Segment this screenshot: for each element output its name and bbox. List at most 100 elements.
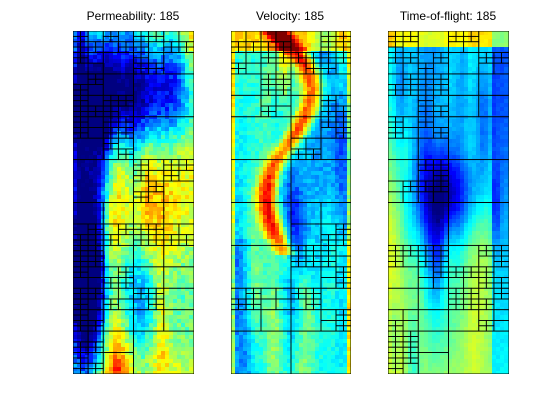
- heatmap-cell: [173, 51, 177, 55]
- heatmap-cell: [89, 219, 93, 223]
- heatmap-cell: [339, 75, 343, 79]
- heatmap-cell: [145, 367, 149, 371]
- heatmap-cell: [181, 355, 185, 359]
- heatmap-cell: [235, 147, 239, 151]
- heatmap-cell: [97, 299, 101, 303]
- heatmap-cell: [323, 63, 327, 67]
- heatmap-cell: [137, 315, 141, 319]
- heatmap-cell: [255, 239, 259, 243]
- heatmap-cell: [243, 51, 247, 55]
- heatmap-cell: [121, 47, 125, 51]
- heatmap-cell: [165, 35, 169, 39]
- heatmap-cell: [117, 191, 121, 195]
- heatmap-cell: [113, 319, 117, 323]
- heatmap-cell: [141, 215, 145, 219]
- heatmap-cell: [145, 211, 149, 215]
- heatmap-cell: [303, 275, 307, 279]
- heatmap-cell: [149, 207, 153, 211]
- heatmap-cell: [145, 203, 149, 207]
- heatmap-cell: [153, 371, 157, 375]
- heatmap-cell: [129, 339, 133, 343]
- heatmap-cell: [81, 191, 85, 195]
- heatmap-cell: [307, 103, 311, 107]
- heatmap-cell: [189, 339, 193, 343]
- heatmap-cell: [113, 191, 117, 195]
- heatmap-cell: [263, 231, 267, 235]
- heatmap-cell: [283, 263, 287, 267]
- heatmap-cell: [141, 111, 145, 115]
- heatmap-cell: [267, 251, 271, 255]
- heatmap-cell: [177, 143, 181, 147]
- heatmap-cell: [93, 35, 97, 39]
- heatmap-cell: [93, 311, 97, 315]
- heatmap-cell: [93, 283, 97, 287]
- heatmap-cell: [129, 119, 133, 123]
- heatmap-cell: [231, 219, 235, 223]
- heatmap-cell: [239, 155, 243, 159]
- heatmap-cell: [247, 115, 251, 119]
- heatmap-cell: [271, 283, 275, 287]
- heatmap-cell: [247, 143, 251, 147]
- heatmap-cell: [331, 203, 335, 207]
- heatmap-cell: [331, 143, 335, 147]
- heatmap-cell: [311, 179, 315, 183]
- heatmap-cell: [267, 279, 271, 283]
- heatmap-cell: [173, 267, 177, 271]
- heatmap-cell: [109, 87, 113, 91]
- heatmap-cell: [77, 63, 81, 67]
- heatmap-cell: [243, 163, 247, 167]
- heatmap-cell: [73, 251, 77, 255]
- heatmap-cell: [157, 287, 161, 291]
- heatmap-cell: [181, 287, 185, 291]
- heatmap-cell: [129, 255, 133, 259]
- heatmap-cell: [125, 111, 129, 115]
- heatmap-cell: [235, 183, 239, 187]
- heatmap-cell: [243, 39, 247, 43]
- heatmap-cell: [121, 351, 125, 355]
- heatmap-cell: [339, 167, 343, 171]
- heatmap-cell: [279, 175, 283, 179]
- heatmap-cell: [97, 155, 101, 159]
- heatmap-cell: [279, 99, 283, 103]
- heatmap-cell: [149, 195, 153, 199]
- heatmap-cell: [339, 87, 343, 91]
- heatmap-cell: [189, 307, 193, 311]
- heatmap-cell: [295, 111, 299, 115]
- heatmap-cell: [93, 71, 97, 75]
- heatmap-cell: [161, 267, 165, 271]
- heatmap-cell: [275, 147, 279, 151]
- heatmap-cell: [149, 247, 153, 251]
- heatmap-cell: [81, 83, 85, 87]
- heatmap-cell: [259, 179, 263, 183]
- heatmap-cell: [109, 51, 113, 55]
- heatmap-cell: [113, 39, 117, 43]
- heatmap-cell: [303, 83, 307, 87]
- heatmap-cell: [185, 75, 189, 79]
- heatmap-cell: [137, 311, 141, 315]
- heatmap-cell: [85, 55, 89, 59]
- heatmap-cell: [263, 103, 267, 107]
- heatmap-cell: [113, 331, 117, 335]
- heatmap-cell: [105, 171, 109, 175]
- heatmap-cell: [185, 191, 189, 195]
- heatmap-cell: [189, 303, 193, 307]
- heatmap-cell: [177, 75, 181, 79]
- heatmap-cell: [315, 79, 319, 83]
- heatmap-cell: [263, 47, 267, 51]
- heatmap-cell: [169, 343, 173, 347]
- heatmap-cell: [125, 183, 129, 187]
- heatmap-cell: [141, 367, 145, 371]
- heatmap-cell: [89, 35, 93, 39]
- heatmap-cell: [153, 99, 157, 103]
- heatmap-cell: [335, 219, 339, 223]
- heatmap-cell: [185, 143, 189, 147]
- heatmap-cell: [117, 315, 121, 319]
- heatmap-cell: [109, 71, 113, 75]
- heatmap-cell: [125, 163, 129, 167]
- heatmap-cell: [311, 187, 315, 191]
- heatmap-cell: [93, 99, 97, 103]
- heatmap-cell: [251, 255, 255, 259]
- heatmap-cell: [271, 163, 275, 167]
- heatmap-cell: [113, 287, 117, 291]
- heatmap-cell: [267, 39, 271, 43]
